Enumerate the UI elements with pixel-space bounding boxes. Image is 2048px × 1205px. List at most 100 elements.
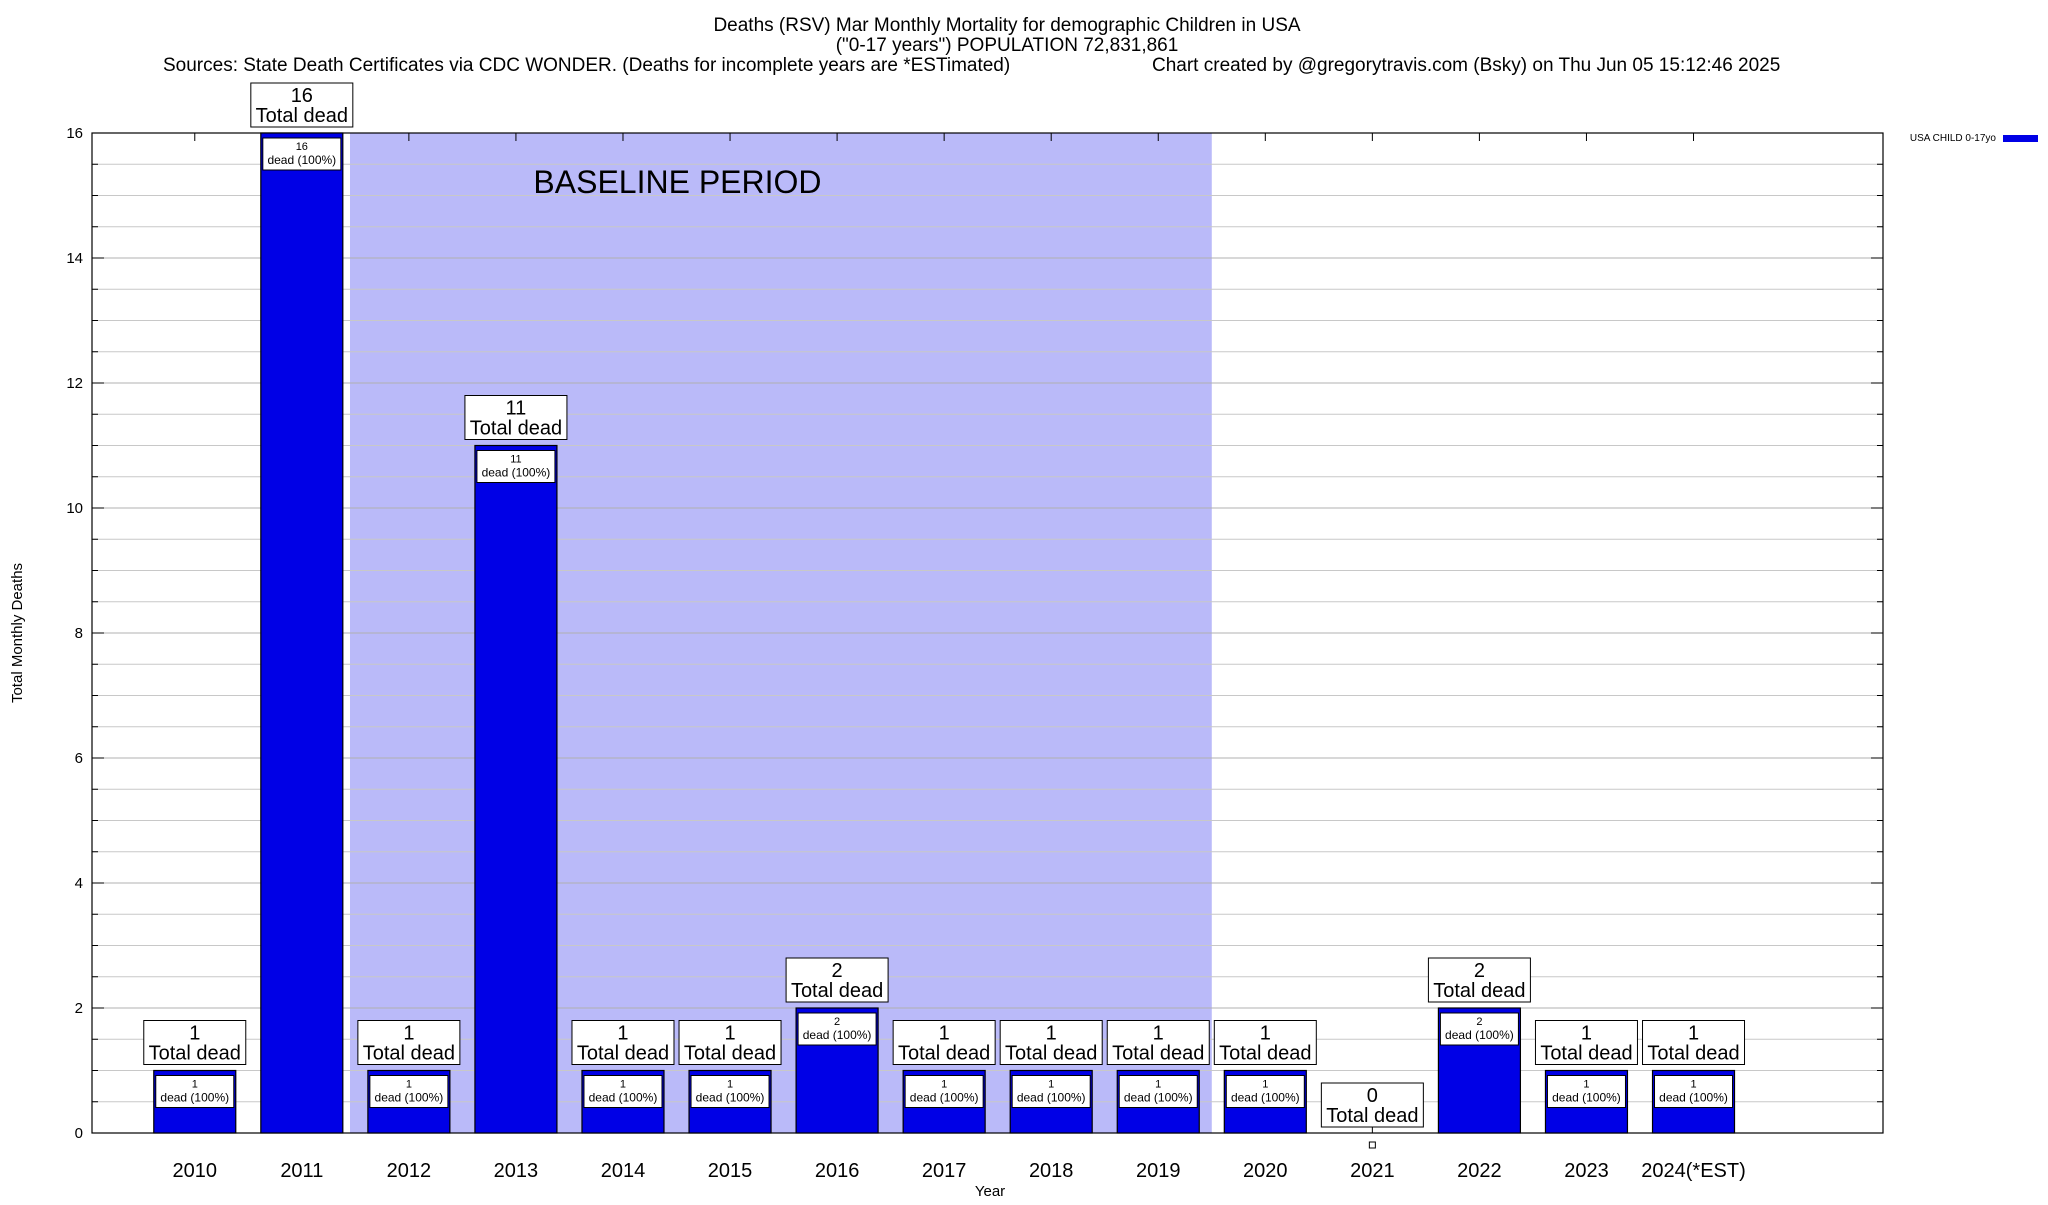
y-tick-label: 4 — [75, 875, 83, 892]
x-tick-label: 2012 — [387, 1160, 432, 1182]
bar-inner-label-pct: dead (100%) — [482, 466, 551, 480]
total-label-box — [678, 1020, 782, 1065]
y-tick-label: 16 — [66, 125, 83, 142]
bar-inner-label-value: 1 — [1155, 1079, 1161, 1091]
x-tick-label: 2017 — [922, 1160, 967, 1182]
total-label-value: 1 — [1046, 1023, 1057, 1045]
x-tick-label: 2020 — [1243, 1160, 1288, 1182]
x-tick-label: 2024(*EST) — [1641, 1160, 1746, 1182]
bar-2013 — [474, 444, 558, 1134]
x-tick-label: 2022 — [1457, 1160, 1502, 1182]
bar-inner-label-pct: dead (100%) — [1124, 1091, 1193, 1105]
x-tick-label: 2015 — [708, 1160, 753, 1182]
bar-inner-label-box — [476, 450, 556, 483]
bar-inner-label-box — [797, 1012, 877, 1046]
total-label-text: Total dead — [363, 1043, 455, 1065]
x-tick-label: 2010 — [173, 1160, 218, 1182]
total-label-text: Total dead — [470, 418, 562, 440]
x-tick-label: 2014 — [601, 1160, 646, 1182]
bar-inner-label-box — [1654, 1075, 1734, 1108]
total-label-text: Total dead — [1219, 1043, 1311, 1065]
total-label-text: Total dead — [256, 105, 348, 127]
total-label-box — [571, 1020, 675, 1065]
total-label-value: 1 — [1260, 1023, 1271, 1045]
total-label-value: 0 — [1367, 1085, 1378, 1107]
bar-inner-label-value: 2 — [834, 1016, 840, 1028]
bar-inner-label-pct: dead (100%) — [1659, 1091, 1728, 1105]
total-label-box — [464, 395, 568, 440]
y-tick-label: 14 — [66, 250, 83, 267]
bar-inner-label-box — [904, 1075, 984, 1108]
bar-inner-label-value: 1 — [1690, 1079, 1696, 1091]
chart-title-line2: ("0-17 years") POPULATION 72,831,861 — [836, 35, 1179, 56]
bar-inner-label-box — [1011, 1075, 1091, 1108]
total-label-value: 1 — [1688, 1023, 1699, 1045]
total-label-box — [357, 1020, 461, 1065]
y-tick-label: 2 — [75, 1000, 83, 1017]
x-tick-label: 2016 — [815, 1160, 860, 1182]
total-label-value: 1 — [1153, 1023, 1164, 1045]
x-tick-label: 2023 — [1564, 1160, 1609, 1182]
bar-inner-label-value: 1 — [620, 1079, 626, 1091]
bar-inner-label-box — [1225, 1075, 1305, 1108]
y-tick-label: 10 — [66, 500, 83, 517]
total-label-box — [1106, 1020, 1210, 1065]
x-tick-label: 2018 — [1029, 1160, 1074, 1182]
total-label-text: Total dead — [1112, 1043, 1204, 1065]
total-label-text: Total dead — [898, 1043, 990, 1065]
x-tick-label: 2011 — [280, 1160, 323, 1182]
x-tick-label: 2013 — [494, 1160, 539, 1182]
total-label-value: 1 — [189, 1023, 200, 1045]
total-label-box — [785, 957, 889, 1003]
y-tick-label: 6 — [75, 750, 83, 767]
y-tick-label: 8 — [75, 625, 83, 642]
bar-inner-label-pct: dead (100%) — [1552, 1091, 1621, 1105]
bar-inner-label-value: 1 — [1262, 1079, 1268, 1091]
total-label-box — [1213, 1020, 1317, 1065]
total-label-box — [1534, 1020, 1638, 1065]
total-label-text: Total dead — [1005, 1043, 1097, 1065]
baseline-period-label: BASELINE PERIOD — [533, 164, 821, 200]
bar-inner-label-box — [1439, 1012, 1519, 1046]
total-label-value: 11 — [506, 398, 527, 420]
bar-inner-label-pct: dead (100%) — [375, 1091, 444, 1105]
x-tick-label: 2021 — [1350, 1160, 1395, 1182]
total-label-value: 1 — [403, 1023, 414, 1045]
x-axis-label: Year — [975, 1183, 1005, 1200]
total-label-value: 1 — [617, 1023, 628, 1045]
chart-subtitle-credit: Chart created by @gregorytravis.com (Bsk… — [1152, 55, 1780, 76]
chart-title-line1: Deaths (RSV) Mar Monthly Mortality for d… — [713, 15, 1300, 36]
bar-inner-label-box — [690, 1075, 770, 1108]
bar-inner-label-pct: dead (100%) — [1017, 1091, 1086, 1105]
y-tick-label: 12 — [66, 375, 83, 392]
total-label-text: Total dead — [149, 1043, 241, 1065]
bar-inner-label-pct: dead (100%) — [803, 1028, 872, 1042]
bar-2011 — [260, 132, 344, 1134]
y-tick-label: 0 — [75, 1125, 83, 1142]
total-label-value: 1 — [939, 1023, 950, 1045]
bar-inner-label-value: 16 — [296, 141, 308, 153]
bar-inner-label-box — [583, 1075, 663, 1108]
bar-inner-label-pct: dead (100%) — [267, 153, 336, 167]
bar-inner-label-box — [1118, 1075, 1198, 1108]
bar-inner-label-box — [262, 137, 342, 171]
bar-inner-label-value: 1 — [406, 1079, 412, 1091]
total-label-value: 2 — [1474, 960, 1485, 982]
total-label-box — [1642, 1020, 1746, 1065]
bar-inner-label-value: 1 — [1048, 1079, 1054, 1091]
total-label-box — [892, 1020, 996, 1065]
legend-label: USA CHILD 0-17yo — [1910, 133, 1997, 144]
bar-inner-label-value: 1 — [192, 1079, 198, 1091]
plot-border — [91, 132, 1884, 1134]
bar-inner-label-value: 1 — [727, 1079, 733, 1091]
bar-inner-label-pct: dead (100%) — [589, 1091, 658, 1105]
total-label-text: Total dead — [1540, 1043, 1632, 1065]
total-label-box — [1320, 1082, 1424, 1128]
total-label-text: Total dead — [1326, 1105, 1418, 1127]
bar-inner-label-box — [155, 1075, 235, 1108]
bar-inner-label-box — [1546, 1075, 1626, 1108]
total-label-text: Total dead — [1433, 980, 1525, 1002]
